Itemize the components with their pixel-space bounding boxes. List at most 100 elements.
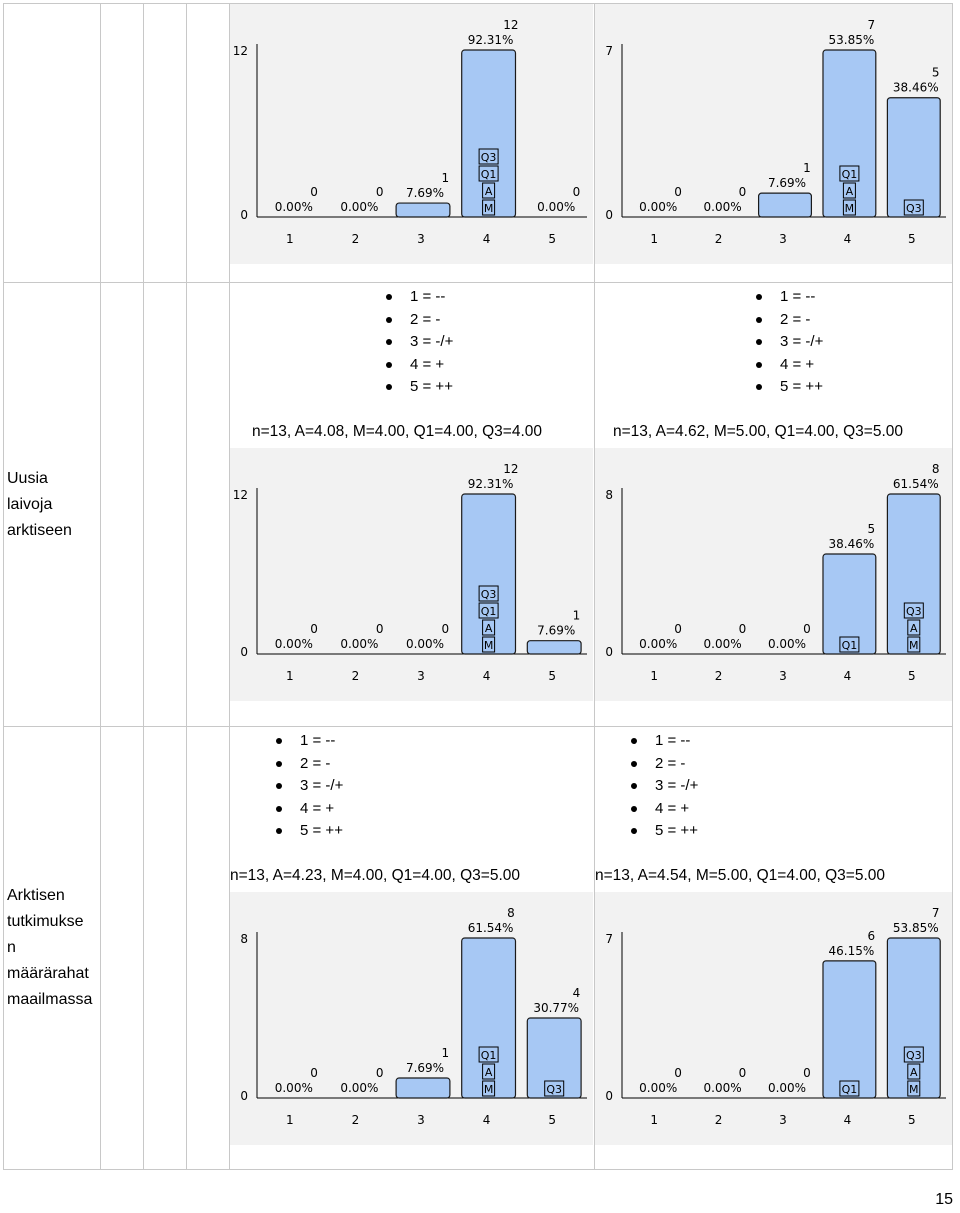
legend-item: 3 = -/+ [276, 775, 343, 798]
stat-marker-q1: Q1 [481, 168, 497, 181]
row-label: Uusia laivoja arktiseen [7, 466, 97, 544]
stat-marker-q3: Q3 [906, 605, 922, 618]
legend-item: 5 = ++ [276, 820, 343, 843]
stat-marker-a: A [485, 622, 493, 635]
bullet-icon [276, 738, 282, 744]
x-tick-label: 2 [352, 232, 360, 246]
stat-marker-box [482, 199, 496, 216]
stat-marker-box [839, 165, 860, 182]
row-label-line: n [7, 939, 16, 956]
x-tick-label: 4 [844, 1113, 852, 1127]
legend-text: 4 = + [410, 355, 445, 373]
legend-item: 3 = -/+ [631, 775, 698, 798]
percent-label: 30.77% [533, 1001, 579, 1015]
stat-marker-a: A [846, 185, 854, 198]
legend-item: 4 = + [276, 798, 343, 821]
y-tick-label-min: 0 [240, 645, 248, 659]
bar-chart: 12 0 0.00% 0 1 0.00% 0 2 0.00% 0 3 92.31% 12 4 7.69% 1 5… [230, 448, 593, 701]
legend-item: 5 = ++ [756, 376, 823, 399]
bar-5 [886, 493, 941, 655]
legend-item: 1 = -- [386, 286, 453, 309]
bar-chart: 7 0 0.00% 0 1 0.00% 0 2 7.69% 1 3 53.85% 7 4 38.46% 5 5 Q… [595, 4, 952, 264]
bar-4 [461, 49, 517, 218]
legend-text: 5 = ++ [655, 822, 698, 839]
row-label-line: laivoja [7, 495, 53, 513]
x-tick-label: 5 [548, 232, 556, 246]
percent-label: 7.69% [406, 186, 444, 200]
count-label: 0 [803, 622, 811, 636]
legend-text: 1 = -- [300, 732, 336, 749]
legend-text: 5 = ++ [300, 822, 343, 839]
x-tick-label: 4 [483, 232, 491, 246]
stat-marker-box [839, 1080, 860, 1097]
percent-label: 0.00% [340, 200, 378, 214]
x-tick-label: 1 [286, 669, 294, 683]
x-tick-label: 3 [417, 1113, 425, 1127]
percent-label: 7.69% [406, 1061, 444, 1075]
chart-cell: 1 = -- 2 = - 3 = -/+ 4 = + 5 = ++ n=13, A=4.0… [229, 282, 595, 727]
percent-label: 0.00% [704, 1081, 742, 1095]
scale-legend: 1 = -- 2 = - 3 = -/+ 4 = + 5 = ++ [380, 286, 453, 399]
count-label: 8 [932, 462, 940, 476]
percent-label: 92.31% [468, 33, 514, 47]
count-label: 0 [739, 185, 747, 199]
scale-legend: 1 = -- 2 = - 3 = -/+ 4 = + 5 = ++ [270, 730, 343, 843]
percent-label: 0.00% [768, 1081, 806, 1095]
stat-marker-q3: Q3 [906, 1049, 922, 1062]
bullet-icon [631, 828, 637, 834]
chart-cell: 1 = -- 2 = - 3 = -/+ 4 = + 5 = ++ n=13, A=4.5… [594, 726, 953, 1170]
stat-marker-q3: Q3 [481, 151, 497, 164]
survey-results-table: 12 0 0.00% 0 1 0.00% 0 2 7.69% 1 3 92.31% 12 4 0.00% 0 5… [3, 3, 953, 1170]
stat-marker-q3: Q3 [481, 588, 497, 601]
stat-marker-box [842, 182, 856, 199]
stat-marker-box [482, 619, 496, 636]
count-label: 0 [376, 1066, 384, 1080]
legend-text: 2 = - [300, 754, 331, 772]
percent-label: 46.15% [829, 944, 875, 958]
stat-marker-q1: Q1 [481, 605, 497, 618]
count-label: 0 [441, 622, 449, 636]
x-tick-label: 3 [417, 669, 425, 683]
stat-marker-box [842, 199, 856, 216]
bar-4 [461, 493, 517, 655]
percent-label: 7.69% [768, 176, 806, 190]
empty-cell [143, 282, 187, 727]
count-label: 0 [739, 1066, 747, 1080]
count-label: 4 [573, 986, 581, 1000]
count-label: 7 [932, 906, 940, 920]
empty-cell [143, 3, 187, 283]
stat-marker-m: M [845, 202, 855, 215]
percent-label: 0.00% [537, 200, 575, 214]
summary-stats: n=13, A=4.08, M=4.00, Q1=4.00, Q3=4.00 [252, 423, 542, 440]
stat-marker-a: A [910, 622, 918, 635]
stat-marker-box [478, 148, 499, 165]
stat-marker-box [544, 1080, 565, 1097]
y-tick-label-max: 12 [233, 44, 248, 58]
legend-text: 4 = + [780, 355, 815, 373]
legend-item: 2 = - [276, 753, 343, 776]
percent-label: 0.00% [275, 1081, 313, 1095]
y-tick-label-max: 8 [605, 488, 613, 502]
legend-text: 1 = -- [780, 288, 816, 305]
bullet-icon [631, 805, 637, 812]
bar-chart: 8 0 0.00% 0 1 0.00% 0 2 0.00% 0 3 38.46% 5 4 61.54% 8 5 Q… [595, 448, 952, 701]
bar-chart-svg: 700.00%010.00%027.69%1353.85%7438.46%55Q… [605, 18, 946, 246]
bar-5 [526, 640, 582, 655]
percent-label: 0.00% [639, 1081, 677, 1095]
x-tick-label: 1 [650, 1113, 658, 1127]
percent-label: 0.00% [704, 637, 742, 651]
count-label: 7 [867, 18, 875, 32]
percent-label: 53.85% [893, 921, 939, 935]
count-label: 0 [310, 185, 318, 199]
empty-cell [186, 3, 230, 283]
bar-4 [461, 937, 517, 1099]
count-label: 5 [932, 66, 940, 80]
bar-4 [822, 960, 877, 1099]
bullet-icon [756, 384, 762, 390]
x-tick-label: 2 [715, 669, 723, 683]
empty-cell [100, 726, 144, 1170]
count-label: 0 [674, 1066, 682, 1080]
y-tick-label-min: 0 [240, 208, 248, 222]
legend-text: 1 = -- [655, 732, 691, 749]
y-tick-label-max: 7 [605, 44, 613, 58]
